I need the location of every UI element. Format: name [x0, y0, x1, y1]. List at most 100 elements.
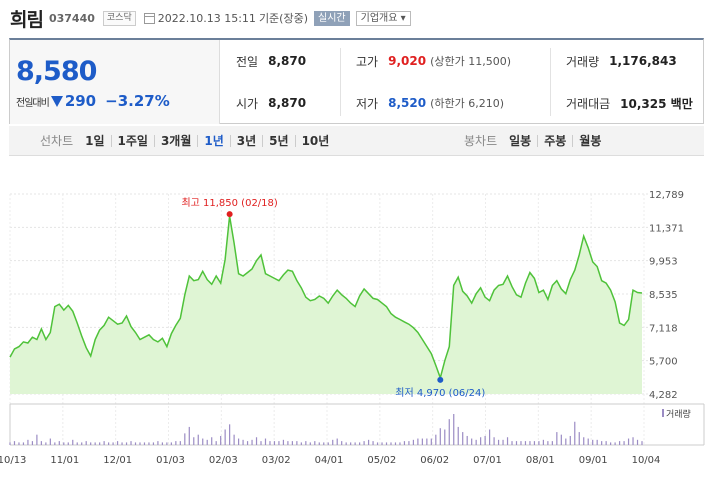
- volume-bar: [269, 441, 271, 445]
- volume-bar: [601, 441, 603, 445]
- price-chart[interactable]: 12,789 11,371 9,953 8,535 7,118 5,700 4,282 10/…: [0, 170, 711, 490]
- volume-bar: [58, 441, 60, 445]
- volume-bar: [480, 437, 482, 445]
- volume-cell: 거래량 1,176,843: [550, 40, 677, 82]
- company-info-dropdown[interactable]: 기업개요 ▾: [355, 10, 411, 26]
- volume-bar: [435, 434, 437, 445]
- candle-chart-label: 봉차트: [464, 134, 498, 148]
- quote-summary: 8,580 전일대비 290 −3.27% 전일 8,870 고가 9,020 …: [9, 38, 704, 124]
- period-3y[interactable]: 3년: [231, 134, 264, 147]
- candle-monthly[interactable]: 월봉: [579, 133, 602, 148]
- volume-bar: [9, 442, 11, 445]
- volume-bar: [54, 442, 56, 445]
- open-label: 시가: [236, 96, 259, 111]
- volume-legend: 거래량: [666, 408, 691, 420]
- x-tick-label: 11/01: [50, 455, 79, 466]
- volume-bar: [202, 438, 204, 445]
- volume-bar: [179, 441, 181, 445]
- volume-bar: [170, 442, 172, 445]
- volume-bar: [18, 442, 20, 445]
- volume-bar: [560, 434, 562, 445]
- volume-bar: [76, 442, 78, 445]
- y-tick-label: 7,118: [649, 323, 678, 334]
- volume-bar: [417, 438, 419, 445]
- change-label: 전일대비: [16, 97, 50, 109]
- volume-bar: [67, 442, 69, 445]
- volume-bar: [394, 442, 397, 445]
- volume-bar: [309, 442, 311, 445]
- x-tick-label: 10/13: [0, 455, 26, 466]
- volume-bar: [538, 441, 540, 445]
- volume-bar: [314, 441, 316, 445]
- volume-bar: [385, 442, 388, 445]
- volume-bar: [215, 441, 217, 445]
- realtime-button[interactable]: 실시간: [314, 10, 350, 26]
- volume-bar: [224, 429, 226, 445]
- period-1w[interactable]: 1주일: [112, 134, 155, 147]
- volume-bar: [264, 438, 267, 445]
- volume-bar: [641, 441, 643, 445]
- current-price-panel: 8,580 전일대비 290 −3.27%: [10, 40, 220, 124]
- candle-daily[interactable]: 일봉: [503, 134, 539, 147]
- volume-legend-swatch: [662, 409, 664, 417]
- volume-bar: [175, 441, 177, 445]
- volume-bar: [220, 435, 222, 445]
- volume-bar: [36, 434, 38, 445]
- volume-bar: [497, 439, 500, 445]
- period-10y[interactable]: 10년: [301, 133, 330, 148]
- volume-bar: [112, 442, 114, 445]
- period-1d[interactable]: 1일: [79, 134, 112, 147]
- volume-bar: [211, 437, 213, 445]
- volume-bar: [502, 439, 504, 445]
- volume-bar: [318, 442, 320, 445]
- period-5y[interactable]: 5년: [263, 134, 296, 147]
- volume-bar: [466, 435, 468, 445]
- volume-bar: [551, 441, 553, 445]
- open-value: 8,870: [268, 96, 307, 110]
- low-annotation: 최저 4,970 (06/24): [395, 387, 485, 399]
- lower-limit: (하한가 6,210): [430, 97, 504, 110]
- period-3m[interactable]: 3개월: [155, 134, 199, 147]
- volume-bar: [610, 442, 612, 445]
- divider: [340, 48, 341, 116]
- x-tick-label: 02/03: [209, 455, 238, 466]
- volume-bar: [421, 438, 423, 445]
- volume-bar: [94, 442, 96, 445]
- y-tick-label: 9,953: [649, 257, 678, 268]
- volume-bar: [157, 441, 159, 445]
- volume-label: 거래량: [566, 54, 600, 69]
- volume-bar: [426, 438, 428, 445]
- volume-bar: [22, 442, 25, 445]
- volume-bar: [242, 439, 244, 445]
- volume-bar: [40, 441, 42, 445]
- volume-bar: [623, 441, 625, 445]
- x-tick-label: 03/02: [262, 455, 291, 466]
- high-cell: 고가 9,020 (상한가 11,500): [340, 40, 511, 82]
- volume-bar: [13, 441, 16, 445]
- volume-bar: [143, 442, 146, 445]
- candle-weekly[interactable]: 주봉: [538, 134, 574, 147]
- high-annotation: 최고 11,850 (02/18): [181, 197, 277, 209]
- volume-bar: [399, 442, 401, 445]
- volume-bar: [542, 439, 544, 445]
- period-1y[interactable]: 1년: [198, 134, 231, 147]
- volume-bar: [206, 439, 208, 445]
- volume-bar: [121, 442, 123, 445]
- volume-bar: [520, 441, 522, 445]
- low-marker: [437, 376, 444, 383]
- volume-bar: [116, 441, 119, 445]
- amount-label: 거래대금: [566, 96, 611, 111]
- volume-bar: [592, 439, 594, 445]
- volume-bar: [511, 441, 513, 445]
- volume-bar: [583, 437, 585, 445]
- x-tick-label: 08/01: [526, 455, 555, 466]
- volume-bar: [305, 441, 307, 445]
- stock-name: 희림: [10, 8, 44, 31]
- down-triangle-icon: [50, 95, 63, 107]
- upper-limit: (상한가 11,500): [430, 55, 511, 68]
- timestamp: 2022.10.13 15:11: [157, 11, 256, 25]
- volume-bar: [408, 441, 410, 445]
- volume-bar: [636, 439, 639, 445]
- y-tick-label: 12,789: [649, 190, 684, 201]
- calendar-icon: [143, 12, 155, 24]
